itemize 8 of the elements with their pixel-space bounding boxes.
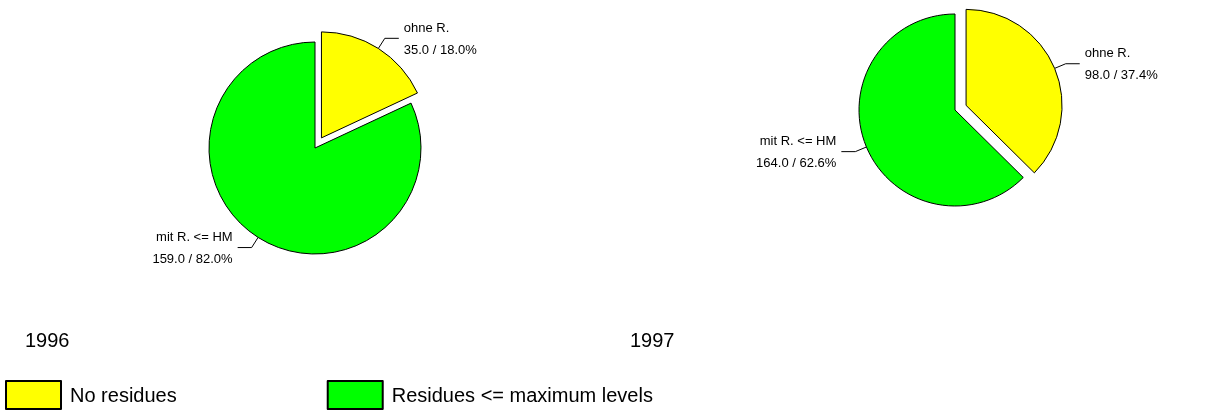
data-label: ohne R. 98.0 / 37.4%: [1084, 45, 1159, 83]
legend-label: No residues: [70, 384, 177, 406]
text: 1996: [25, 329, 70, 351]
data-label: mit R. <= HM 164.0 / 62.6%: [756, 133, 837, 171]
data-label: ohne R. 35.0 / 18.0%: [403, 19, 478, 57]
data-label: mit R. <= HM 159.0 / 82.0%: [152, 229, 234, 267]
text: 1997: [630, 329, 675, 351]
legend-label: Residues <= maximum levels: [391, 384, 653, 406]
